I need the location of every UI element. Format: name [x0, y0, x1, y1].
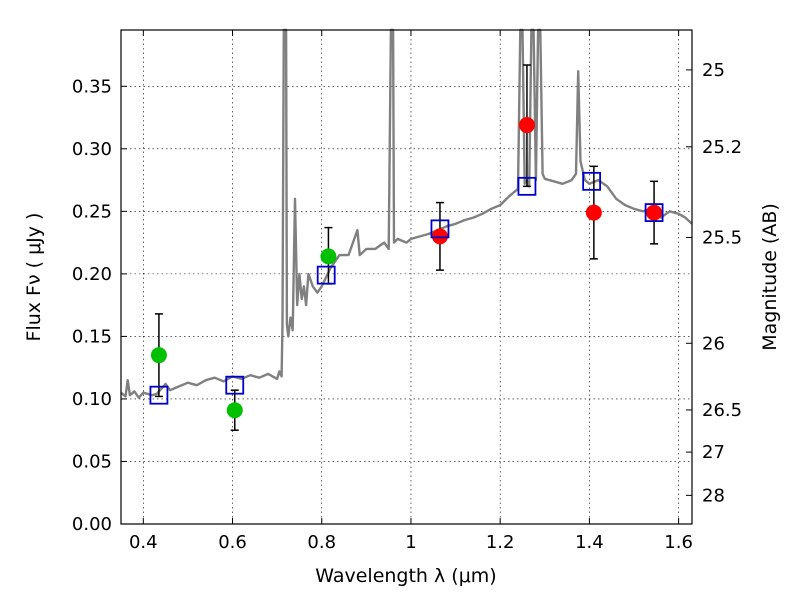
model-point	[316, 265, 336, 285]
y2-tick-label: 26.5	[702, 400, 742, 421]
plot-frame	[120, 29, 693, 525]
data-point	[320, 248, 337, 265]
x-tick-label: 1.4	[575, 532, 604, 553]
axis-ticks: 0.4 0.6 0.8 1 1.2 1.4 1.6 0.00 0.05 0.10 0.15 0.20 0…	[72, 30, 742, 553]
x-tick-label: 0.6	[218, 532, 247, 553]
model-point	[225, 375, 245, 395]
data-point	[646, 204, 663, 221]
data-point	[226, 402, 243, 419]
data-point	[585, 204, 602, 221]
y-tick-label: 0.00	[72, 514, 112, 535]
y-tick-label: 0.20	[72, 264, 112, 285]
y-tick-label: 0.35	[72, 76, 112, 97]
y2-tick-label: 26	[702, 333, 725, 354]
grid	[121, 30, 692, 525]
model-point	[517, 176, 537, 196]
data-point	[431, 228, 448, 245]
spectrum-line	[120, 28, 693, 399]
y-tick-label: 0.25	[72, 201, 112, 222]
data-point	[518, 117, 535, 134]
model-point	[582, 171, 602, 191]
x-tick-label: 1.2	[486, 532, 515, 553]
y-tick-label: 0.10	[72, 389, 112, 410]
y2-tick-label: 25.5	[702, 227, 742, 248]
y-tick-label: 0.05	[72, 451, 112, 472]
model-point	[430, 219, 450, 239]
y2-tick-label: 27	[702, 442, 725, 463]
model-point	[149, 385, 169, 405]
y-tick-label: 0.30	[72, 139, 112, 160]
y2-tick-label: 28	[702, 485, 725, 506]
y-tick-label: 0.15	[72, 326, 112, 347]
y2-tick-label: 25	[702, 60, 725, 81]
photometry-points	[149, 64, 664, 431]
y-axis-label: Flux Fν ( μJy )	[23, 213, 45, 342]
y2-axis-label: Magnitude (AB)	[759, 203, 781, 351]
x-tick-label: 1.6	[664, 532, 693, 553]
data-point	[150, 347, 167, 364]
y2-tick-label: 25.2	[702, 137, 742, 158]
x-tick-label: 1	[405, 532, 416, 553]
x-tick-label: 0.4	[129, 532, 158, 553]
x-tick-label: 0.8	[307, 532, 336, 553]
model-point	[644, 203, 664, 222]
x-axis-label: Wavelength λ (μm)	[315, 565, 496, 587]
model-spectrum	[120, 28, 693, 399]
